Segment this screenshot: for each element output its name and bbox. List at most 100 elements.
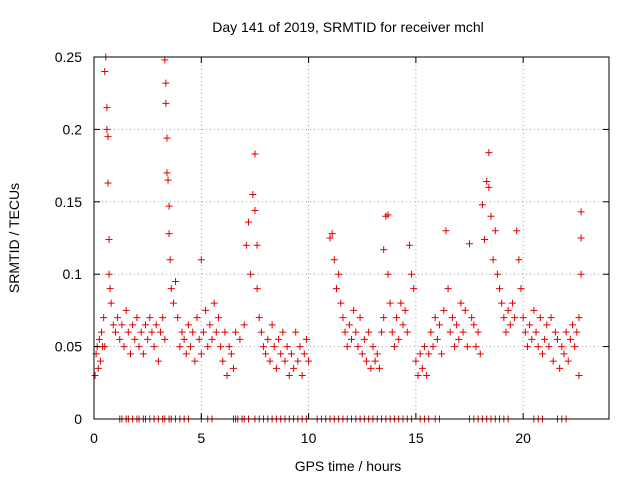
data-point — [577, 208, 585, 216]
data-point — [481, 235, 489, 243]
data-point — [180, 335, 188, 343]
data-point — [515, 256, 523, 264]
data-point — [513, 227, 521, 235]
data-point — [543, 321, 551, 329]
data-point — [172, 277, 180, 285]
data-point — [448, 314, 456, 322]
data-point — [104, 133, 112, 141]
data-point — [388, 328, 396, 336]
data-point — [478, 201, 486, 209]
data-point — [178, 328, 186, 336]
data-point — [573, 328, 581, 336]
data-point — [442, 227, 450, 235]
data-point — [189, 328, 197, 336]
data-point — [414, 372, 422, 380]
data-point — [427, 328, 435, 336]
data-points — [91, 53, 585, 423]
data-point — [348, 335, 355, 343]
data-point — [107, 299, 115, 307]
data-point — [212, 328, 220, 336]
data-point — [403, 328, 411, 336]
data-point — [162, 99, 170, 107]
data-point — [242, 241, 250, 249]
data-point — [541, 335, 549, 343]
data-point — [206, 321, 214, 329]
data-point — [162, 79, 170, 87]
data-point — [120, 343, 128, 351]
data-point — [122, 306, 130, 314]
data-point — [395, 335, 403, 343]
x-tick-label: 5 — [197, 430, 205, 446]
data-point — [466, 240, 474, 248]
data-point — [214, 314, 222, 322]
data-point — [405, 241, 413, 249]
data-point — [335, 270, 343, 278]
data-point — [191, 357, 199, 365]
data-point — [575, 372, 583, 380]
data-point — [146, 314, 154, 322]
data-point — [96, 357, 104, 365]
data-point — [378, 328, 386, 336]
data-point — [453, 321, 461, 329]
data-point — [468, 314, 476, 322]
data-point — [489, 256, 497, 264]
data-point — [354, 343, 362, 351]
data-point — [152, 321, 160, 329]
data-point — [493, 270, 501, 278]
data-point — [472, 343, 480, 351]
data-point — [575, 314, 583, 322]
data-point — [199, 328, 207, 336]
data-point — [485, 183, 493, 191]
data-point — [345, 321, 353, 329]
y-tick-label: 0.1 — [63, 266, 83, 282]
data-point — [279, 328, 287, 336]
data-point — [105, 270, 113, 278]
data-point — [109, 321, 117, 329]
y-tick-label: 0.2 — [63, 121, 83, 137]
data-point — [157, 328, 165, 336]
data-point — [251, 150, 259, 158]
data-point — [164, 176, 172, 184]
data-point — [257, 328, 265, 336]
data-point — [272, 364, 280, 372]
data-point — [165, 230, 173, 238]
data-point — [577, 270, 585, 278]
data-point — [446, 328, 454, 336]
data-point — [504, 306, 512, 314]
data-point — [262, 350, 270, 358]
axis-ticks: 0 5 10 15 20 0 0.05 0.1 0.15 0.2 0.25 — [55, 49, 609, 446]
data-point — [287, 350, 295, 358]
data-point — [526, 321, 534, 329]
data-point — [393, 314, 401, 322]
data-point — [182, 350, 190, 358]
data-point — [142, 321, 149, 329]
data-point — [506, 321, 514, 329]
data-point — [229, 364, 237, 372]
data-point — [290, 364, 298, 372]
data-point — [511, 314, 519, 322]
data-point — [103, 104, 111, 112]
data-point — [277, 350, 285, 358]
data-point — [167, 285, 175, 293]
data-point — [298, 372, 306, 380]
data-point — [165, 202, 173, 210]
data-point — [255, 314, 263, 322]
data-point — [341, 328, 349, 336]
data-point — [500, 314, 508, 322]
data-point — [474, 328, 482, 336]
data-point — [356, 314, 364, 322]
data-point — [163, 134, 171, 142]
data-point — [245, 218, 252, 226]
data-point — [101, 343, 109, 351]
data-point — [111, 328, 119, 336]
data-point — [223, 372, 231, 380]
data-point — [197, 350, 205, 358]
data-point — [264, 335, 272, 343]
data-point — [386, 299, 394, 307]
data-point — [350, 306, 358, 314]
y-tick-label: 0.15 — [55, 194, 82, 210]
data-point — [187, 343, 195, 351]
data-point — [554, 335, 561, 343]
data-point — [129, 321, 137, 329]
